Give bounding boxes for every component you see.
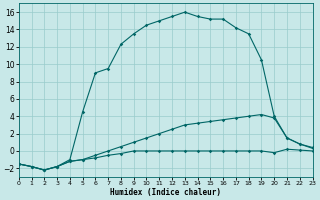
X-axis label: Humidex (Indice chaleur): Humidex (Indice chaleur) xyxy=(110,188,221,197)
